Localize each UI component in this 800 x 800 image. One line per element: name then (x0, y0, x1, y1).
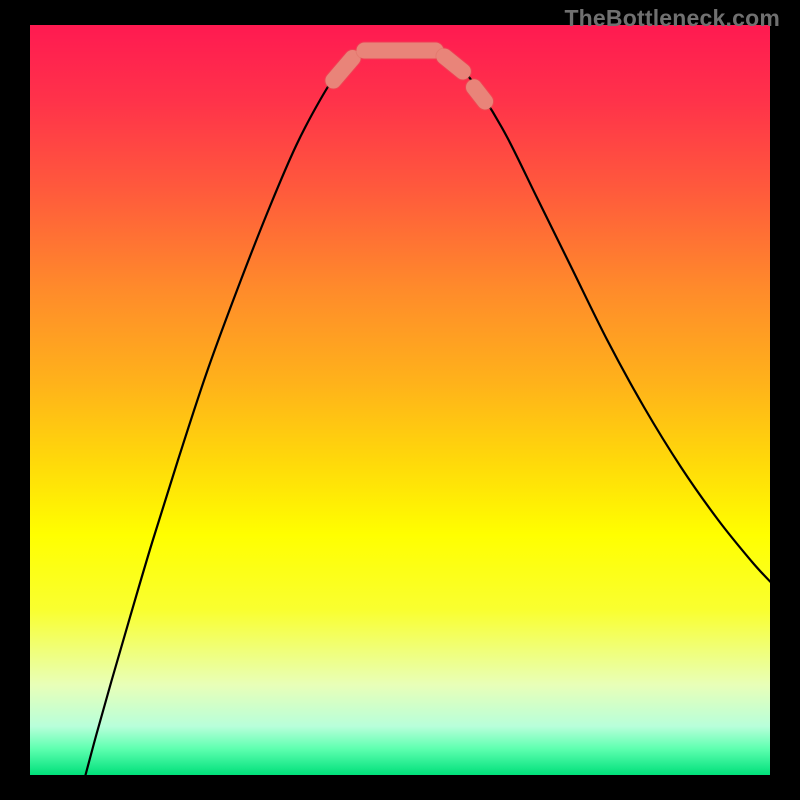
chart-frame: TheBottleneck.com (0, 0, 800, 800)
plot-area (30, 25, 770, 775)
watermark-text: TheBottleneck.com (564, 5, 780, 32)
